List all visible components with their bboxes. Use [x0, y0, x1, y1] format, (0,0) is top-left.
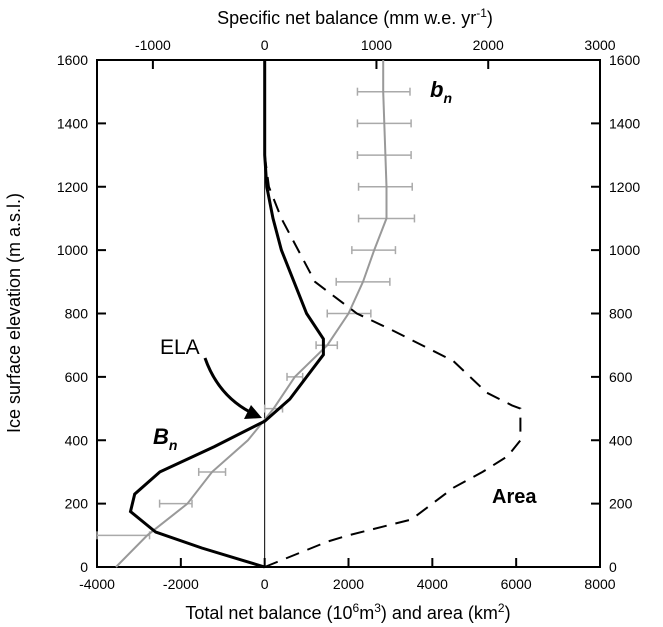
Bn-subscript: n: [169, 437, 178, 453]
y-tick-label-left-600: 600: [65, 369, 89, 385]
ela-arrow-head: [244, 405, 262, 419]
y-tick-label-right-1400: 1400: [609, 115, 640, 131]
x-axis-top-label: Specific net balance (mm w.e. yr-1): [217, 6, 493, 28]
x-axis-bottom-label: Total net balance (106m3) and area (km2): [185, 601, 510, 623]
y-tick-label-left-400: 400: [65, 432, 89, 448]
y-tick-label-left-0: 0: [80, 559, 88, 575]
xlabel-sup2: 3: [374, 601, 381, 615]
ela-label: ELA: [160, 336, 200, 359]
y-ticks-right: 0 200 400 600 800 1000 1200 1400 1600: [591, 52, 640, 575]
x-tick-label-bottom--2000: -2000: [163, 576, 199, 592]
ela-arrow: [203, 357, 251, 414]
y-tick-label-left-1400: 1400: [57, 115, 88, 131]
xlabel-top-close: ): [487, 8, 493, 28]
xlabel-end: ) and area (km: [381, 603, 498, 623]
y-axis-label: Ice surface elevation (m a.s.l.): [4, 193, 24, 433]
x-ticks-bottom: -4000 -2000 0 2000 4000 6000 8000: [79, 558, 616, 592]
xlabel-sup3: 2: [498, 601, 505, 615]
x-tick-label-top-2000: 2000: [473, 37, 504, 53]
x-tick-label-top-1000: 1000: [361, 37, 392, 53]
y-tick-label-right-1200: 1200: [609, 179, 640, 195]
y-tick-label-right-800: 800: [609, 306, 633, 322]
x-tick-label-bottom-6000: 6000: [501, 576, 532, 592]
y-tick-label-right-400: 400: [609, 432, 633, 448]
y-tick-label-right-0: 0: [609, 559, 617, 575]
y-tick-label-right-1000: 1000: [609, 242, 640, 258]
y-ticks-left: 0 200 400 600 800 1000 1200 1400 1600: [57, 52, 106, 575]
x-tick-label-top-0: 0: [261, 37, 269, 53]
y-tick-label-left-1000: 1000: [57, 242, 88, 258]
bn-label: bn: [430, 77, 452, 106]
y-tick-label-right-200: 200: [609, 496, 633, 512]
xlabel-top-sup: -1: [476, 6, 487, 20]
series-area-line: [263, 60, 522, 568]
series-B-n-line: [128, 60, 325, 569]
area-label: Area: [492, 486, 537, 508]
bn-subscript: n: [443, 90, 452, 106]
x-tick-label-bottom-8000: 8000: [584, 576, 615, 592]
x-tick-label-bottom-4000: 4000: [417, 576, 448, 592]
xlabel-close: ): [505, 603, 511, 623]
x-tick-label-bottom--4000: -4000: [79, 576, 115, 592]
y-tick-label-right-600: 600: [609, 369, 633, 385]
x-tick-label-top-3000: 3000: [584, 37, 615, 53]
y-tick-label-left-800: 800: [65, 306, 89, 322]
x-tick-label-bottom-2000: 2000: [333, 576, 364, 592]
xlabel-mid: m: [359, 603, 374, 623]
x-ticks-top: -1000 0 1000 2000 3000: [135, 37, 616, 69]
xlabel-sup1: 6: [353, 601, 360, 615]
series-b-n-line: [115, 60, 388, 568]
y-tick-label-right-1600: 1600: [609, 52, 640, 68]
x-tick-label-top--1000: -1000: [135, 37, 171, 53]
y-tick-label-left-200: 200: [65, 496, 89, 512]
Bn-label: Bn: [153, 424, 177, 453]
error-bars: [96, 87, 416, 540]
y-tick-label-left-1600: 1600: [57, 52, 88, 68]
y-tick-label-left-1200: 1200: [57, 179, 88, 195]
x-tick-label-bottom-0: 0: [261, 576, 269, 592]
